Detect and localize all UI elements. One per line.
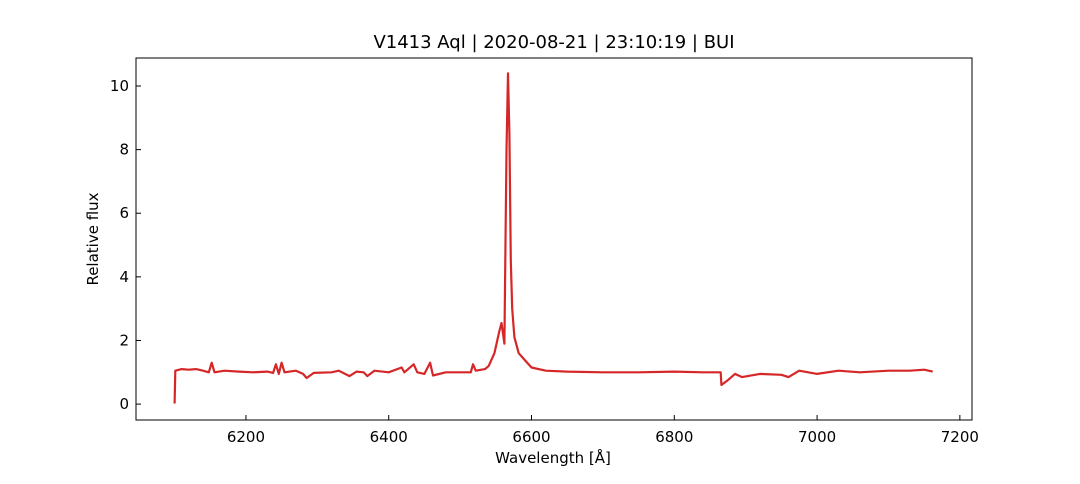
y-tick-label: 10	[110, 77, 129, 95]
x-tick-label: 6200	[227, 428, 265, 446]
y-tick-label: 0	[119, 395, 129, 413]
y-tick-label: 8	[119, 141, 129, 159]
x-tick-label: 7000	[798, 428, 836, 446]
x-tick-label: 7200	[941, 428, 979, 446]
x-tick-label: 6600	[512, 428, 550, 446]
y-tick-label: 6	[119, 204, 129, 222]
y-axis-label: Relative flux	[84, 192, 102, 285]
plot-frame	[135, 57, 973, 421]
x-axis-label: Wavelength [Å]	[495, 448, 611, 467]
y-tick-label: 4	[119, 268, 129, 286]
chart-title: V1413 Aql | 2020-08-21 | 23:10:19 | BUI	[373, 32, 734, 53]
y-tick-label: 2	[119, 331, 129, 349]
x-tick-label: 6400	[370, 428, 408, 446]
x-tick-label: 6800	[655, 428, 693, 446]
spectrum-line	[173, 72, 933, 404]
